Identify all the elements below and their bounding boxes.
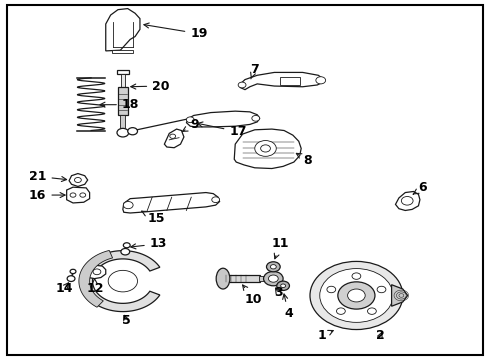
Text: 9: 9	[182, 118, 199, 131]
Polygon shape	[223, 275, 260, 282]
Circle shape	[70, 269, 76, 274]
Circle shape	[352, 273, 361, 279]
Polygon shape	[186, 111, 260, 127]
Polygon shape	[234, 129, 301, 168]
Ellipse shape	[216, 268, 230, 289]
Circle shape	[320, 269, 393, 322]
Text: 2: 2	[376, 329, 385, 342]
Circle shape	[310, 261, 403, 329]
Text: 6: 6	[413, 181, 427, 194]
Text: 8: 8	[296, 153, 312, 167]
Text: 16: 16	[29, 189, 65, 202]
Text: 13: 13	[131, 237, 167, 250]
Text: 15: 15	[142, 211, 165, 225]
Polygon shape	[123, 193, 220, 213]
Polygon shape	[121, 74, 125, 87]
Circle shape	[170, 134, 175, 138]
Circle shape	[377, 286, 386, 293]
Circle shape	[338, 282, 375, 309]
Polygon shape	[88, 265, 106, 279]
Text: 11: 11	[272, 237, 290, 259]
Circle shape	[123, 202, 133, 209]
Text: 17: 17	[197, 122, 247, 138]
Circle shape	[80, 193, 86, 197]
Circle shape	[93, 269, 101, 275]
Text: 19: 19	[144, 23, 208, 40]
Circle shape	[123, 243, 130, 248]
Circle shape	[186, 117, 194, 123]
Circle shape	[264, 271, 283, 286]
Circle shape	[255, 140, 276, 156]
Text: 5: 5	[122, 314, 131, 327]
Circle shape	[269, 275, 278, 282]
Polygon shape	[392, 285, 408, 306]
Circle shape	[238, 82, 246, 88]
Circle shape	[277, 281, 290, 291]
Text: 21: 21	[29, 170, 67, 183]
Text: 18: 18	[100, 98, 139, 111]
Text: 7: 7	[250, 63, 259, 79]
Circle shape	[337, 308, 345, 314]
Circle shape	[270, 265, 276, 269]
Polygon shape	[395, 192, 420, 211]
Circle shape	[261, 145, 270, 152]
Circle shape	[108, 270, 138, 292]
Text: 12: 12	[86, 279, 104, 295]
Polygon shape	[164, 129, 184, 148]
Polygon shape	[240, 72, 323, 90]
Text: 3: 3	[274, 287, 283, 300]
Text: 10: 10	[243, 285, 263, 306]
Circle shape	[74, 177, 81, 183]
Circle shape	[281, 284, 286, 288]
Circle shape	[70, 193, 76, 197]
Text: 4: 4	[283, 294, 293, 320]
Polygon shape	[69, 174, 88, 186]
Circle shape	[368, 308, 376, 314]
Circle shape	[316, 77, 326, 84]
Text: 14: 14	[55, 282, 73, 295]
Circle shape	[327, 286, 336, 293]
Text: 20: 20	[131, 80, 170, 93]
Circle shape	[67, 276, 75, 282]
Circle shape	[252, 116, 260, 121]
Polygon shape	[67, 187, 90, 203]
Circle shape	[117, 129, 129, 137]
Circle shape	[347, 289, 365, 302]
Polygon shape	[117, 69, 129, 74]
Polygon shape	[79, 251, 113, 307]
Circle shape	[401, 197, 413, 205]
Polygon shape	[112, 50, 133, 53]
Polygon shape	[106, 9, 140, 51]
Polygon shape	[121, 116, 125, 130]
FancyBboxPatch shape	[280, 77, 300, 85]
Polygon shape	[259, 276, 269, 281]
FancyBboxPatch shape	[6, 5, 484, 355]
Polygon shape	[118, 87, 128, 116]
Circle shape	[212, 197, 220, 203]
Circle shape	[128, 128, 138, 135]
Circle shape	[267, 262, 280, 272]
Text: 1: 1	[318, 329, 333, 342]
Circle shape	[121, 248, 130, 255]
Polygon shape	[81, 251, 160, 312]
